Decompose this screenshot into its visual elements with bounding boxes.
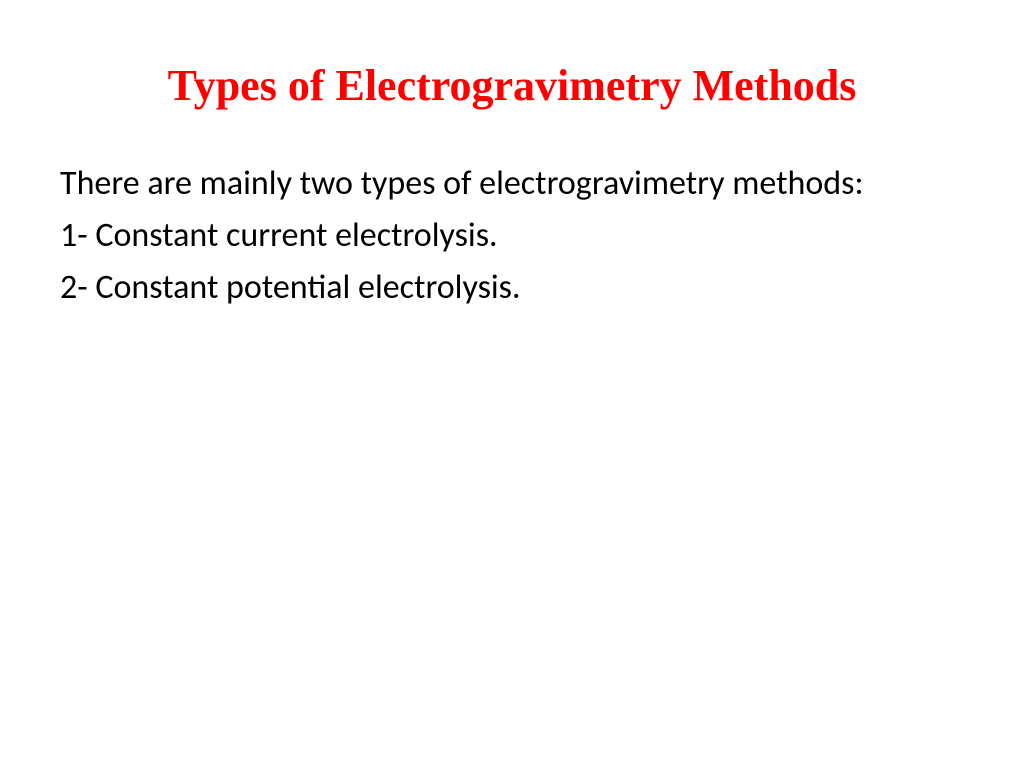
list-item: 1- Constant current electrolysis. [60, 213, 964, 259]
intro-text: There are mainly two types of electrogra… [60, 161, 964, 207]
list-item: 2- Constant potential electrolysis. [60, 265, 964, 311]
slide-container: Types of Electrogravimetry Methods There… [0, 0, 1024, 768]
slide-body: There are mainly two types of electrogra… [60, 161, 964, 311]
slide-title: Types of Electrogravimetry Methods [60, 60, 964, 111]
